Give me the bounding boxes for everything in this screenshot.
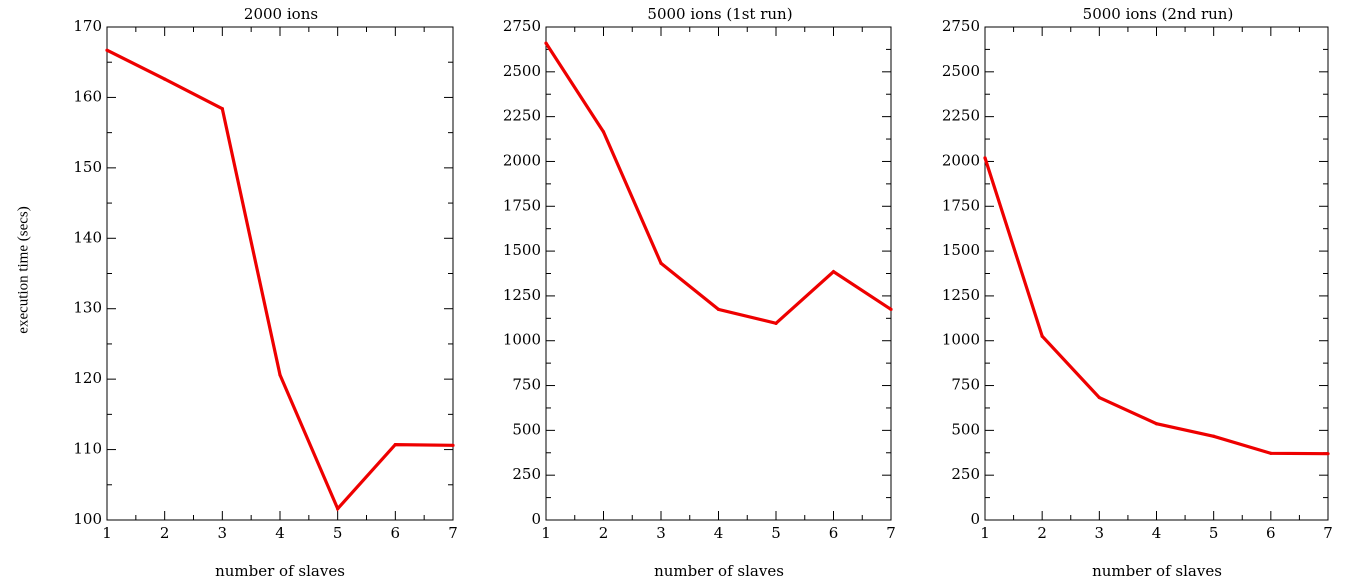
y-tick-label: 2000 — [503, 151, 541, 169]
x-tick-label: 6 — [1266, 524, 1276, 542]
series-line — [106, 48, 454, 512]
y-tick-label: 250 — [512, 465, 541, 483]
panel-2000-ions: 2000 ions 100 110 120 130 140 150 160 170 1 2 3 4 5 6… — [73, 5, 457, 580]
x-tick-label: 2 — [599, 524, 609, 542]
x-tick-label: 1 — [541, 524, 551, 542]
data-point — [1212, 434, 1216, 438]
x-axis-label: number of slaves — [215, 562, 345, 580]
x-tick-label: 1 — [980, 524, 990, 542]
y-tick-label: 140 — [73, 228, 102, 246]
data-point — [601, 130, 606, 134]
y-tick-label: 1250 — [942, 286, 980, 304]
x-tick-label: 4 — [714, 524, 724, 542]
data-point — [163, 77, 167, 81]
series-line — [544, 42, 892, 326]
data-point — [659, 261, 663, 265]
y-tick-label: 1250 — [503, 286, 541, 304]
x-tick-label: 7 — [886, 524, 896, 542]
y-tick-label: 170 — [73, 17, 102, 35]
data-point — [451, 443, 455, 447]
series-layer — [983, 156, 1330, 456]
panel-title: 5000 ions (1st run) — [647, 5, 792, 23]
x-axis-label: number of slaves — [654, 562, 784, 580]
y-tick-label: 250 — [951, 465, 980, 483]
y-tick-label: 750 — [951, 376, 980, 394]
plot-frame — [545, 26, 892, 521]
x-tick-label: 3 — [218, 524, 228, 542]
tick-labels: 0250500750100012501500175020002250250027… — [503, 17, 896, 542]
y-tick-label: 2500 — [942, 62, 980, 80]
data-point — [774, 321, 778, 325]
shared-y-axis-label: execution time (secs) — [15, 206, 31, 333]
data-point — [1097, 395, 1101, 400]
x-tick-label: 5 — [1209, 524, 1219, 542]
data-point — [716, 307, 721, 311]
series-line — [983, 157, 1329, 456]
data-point — [983, 156, 987, 160]
x-tick-label: 3 — [1095, 524, 1105, 542]
y-tick-label: 2500 — [503, 62, 541, 80]
y-tick-label: 2250 — [942, 107, 980, 125]
y-tick-label: 1750 — [503, 196, 541, 214]
x-tick-label: 7 — [448, 524, 458, 542]
y-tick-label: 2750 — [503, 17, 541, 35]
y-tick-label: 1750 — [942, 196, 980, 214]
y-tick-label: 500 — [951, 420, 980, 438]
panel-5000-ions-1st-run: 5000 ions (1st run) 02505007501000125015… — [503, 5, 896, 580]
data-point — [831, 270, 836, 274]
series-layer — [544, 41, 893, 326]
y-tick-label: 120 — [73, 369, 102, 387]
y-tick-label: 500 — [512, 420, 541, 438]
data-point — [1154, 422, 1159, 426]
x-tick-label: 2 — [160, 524, 170, 542]
tick-labels: 0250500750100012501500175020002250250027… — [942, 17, 1333, 542]
y-tick-label: 2000 — [942, 151, 980, 169]
data-point — [105, 48, 109, 52]
data-point — [544, 41, 548, 45]
series-layer — [105, 48, 455, 512]
y-tick-label: 150 — [73, 158, 102, 176]
data-point — [336, 507, 340, 511]
x-tick-label: 6 — [391, 524, 401, 542]
data-point — [278, 373, 282, 377]
data-point — [1040, 334, 1044, 338]
y-tick-label: 130 — [73, 299, 102, 317]
data-point — [220, 107, 224, 111]
x-tick-label: 4 — [275, 524, 285, 542]
x-tick-label: 5 — [771, 524, 781, 542]
y-tick-label: 1000 — [942, 331, 980, 349]
tick-labels: 100 110 120 130 140 150 160 170 1 2 3 4 5 6 7 — [73, 17, 457, 542]
y-tick-label: 160 — [73, 87, 102, 105]
panel-title: 5000 ions (2nd run) — [1083, 5, 1234, 23]
y-tick-label: 750 — [512, 376, 541, 394]
y-tick-label: 0 — [970, 510, 980, 528]
tick-marks — [545, 26, 892, 521]
x-axis-label: number of slaves — [1092, 562, 1222, 580]
x-tick-label: 5 — [333, 524, 343, 542]
data-point — [1269, 451, 1273, 455]
y-tick-label: 1500 — [942, 241, 980, 259]
y-tick-label: 100 — [73, 510, 102, 528]
y-tick-label: 110 — [73, 440, 102, 458]
data-point — [393, 443, 397, 447]
y-tick-label: 1000 — [503, 331, 541, 349]
y-tick-label: 1500 — [503, 241, 541, 259]
x-tick-label: 4 — [1152, 524, 1162, 542]
y-tick-label: 2750 — [942, 17, 980, 35]
tick-marks — [106, 26, 454, 521]
data-point — [1326, 452, 1330, 456]
x-tick-label: 1 — [102, 524, 112, 542]
x-tick-label: 6 — [829, 524, 839, 542]
y-tick-label: 2250 — [503, 107, 541, 125]
panel-title: 2000 ions — [244, 5, 318, 23]
data-point — [889, 307, 893, 311]
panel-5000-ions-2nd-run: 5000 ions (2nd run) 02505007501000125015… — [942, 5, 1333, 580]
tick-marks — [984, 26, 1329, 521]
plot-frame — [984, 26, 1329, 521]
x-tick-label: 2 — [1037, 524, 1047, 542]
y-tick-label: 0 — [531, 510, 541, 528]
x-tick-label: 3 — [656, 524, 666, 542]
x-tick-label: 7 — [1323, 524, 1333, 542]
